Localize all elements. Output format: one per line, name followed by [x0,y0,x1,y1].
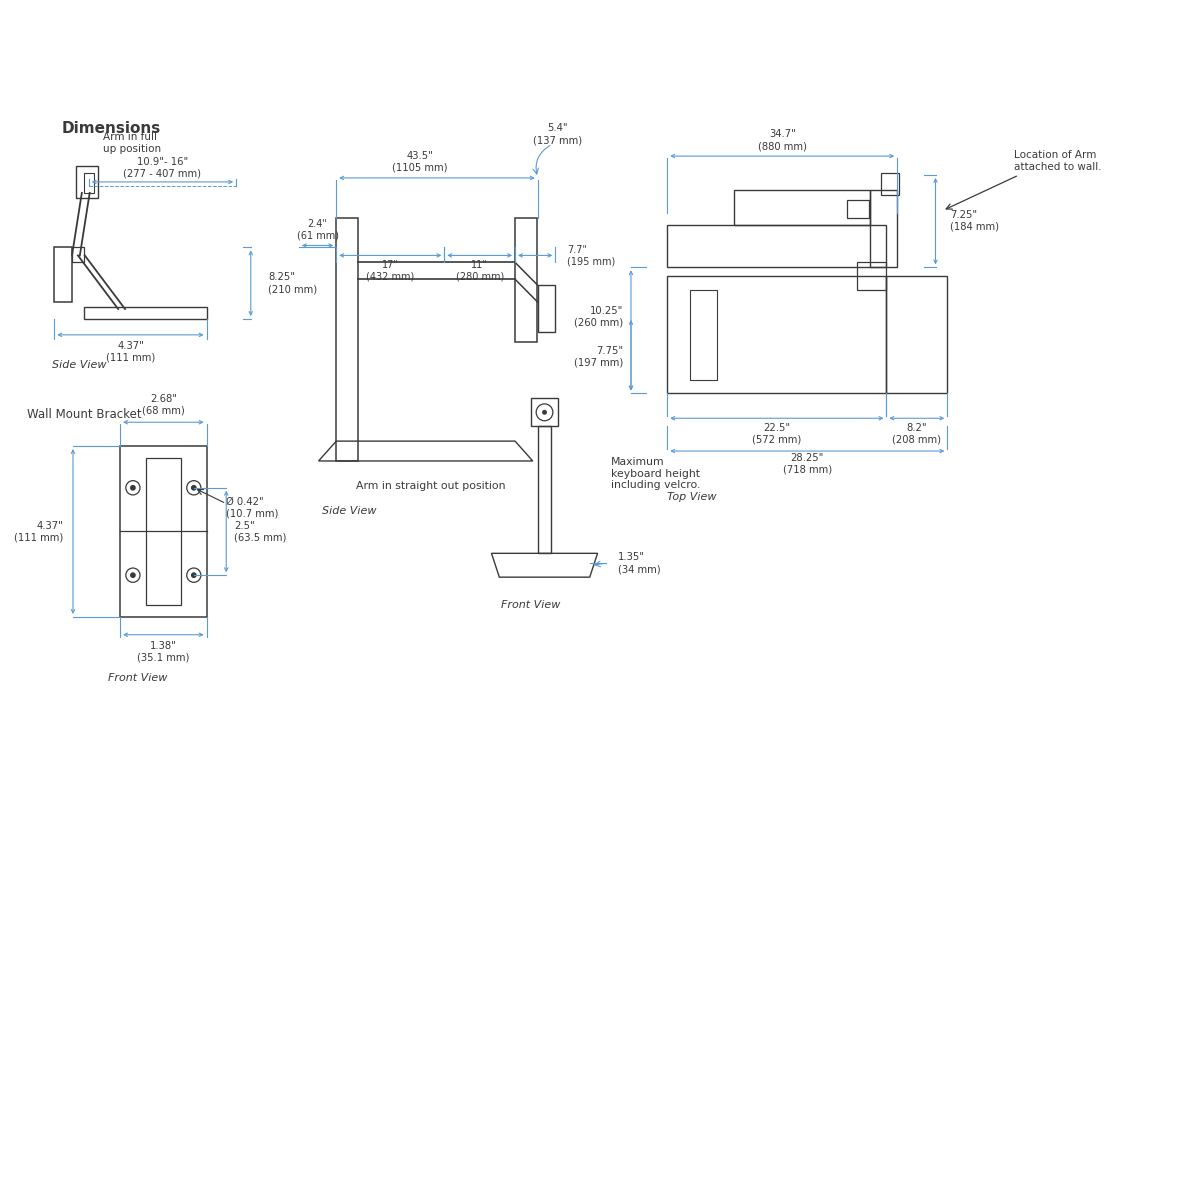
Bar [84,173,94,193]
Text: 22.5"
(572 mm): 22.5" (572 mm) [752,424,802,445]
Text: 8.25"
(210 mm): 8.25" (210 mm) [269,272,318,294]
Text: 2.68"
(68 mm): 2.68" (68 mm) [142,394,185,415]
Circle shape [192,486,196,490]
Circle shape [192,572,196,577]
Text: Side View: Side View [322,505,376,516]
Text: 11"
(280 mm): 11" (280 mm) [456,259,504,281]
Circle shape [542,410,547,415]
Bar [336,217,358,461]
Text: 7.75"
(197 mm): 7.75" (197 mm) [574,346,623,367]
Bar [538,426,551,553]
Text: Side View: Side View [53,360,107,370]
Text: 7.7"
(195 mm): 7.7" (195 mm) [568,245,616,266]
Text: Top View: Top View [667,492,716,502]
Text: 2.5"
(63.5 mm): 2.5" (63.5 mm) [234,521,287,542]
Text: Dimensions: Dimensions [61,121,161,136]
Bar [667,276,887,394]
Text: 1.38"
(35.1 mm): 1.38" (35.1 mm) [137,641,190,662]
Text: Front View: Front View [108,673,168,684]
Text: Front View: Front View [502,600,560,610]
Text: 17"
(432 mm): 17" (432 mm) [366,259,414,281]
Text: 5.4"
(137 mm): 5.4" (137 mm) [533,124,582,145]
Text: 43.5"
(1105 mm): 43.5" (1105 mm) [392,151,448,173]
Bar [870,190,898,268]
Bar [857,263,887,290]
Bar [882,173,899,194]
Bar [690,290,718,379]
Bar [734,190,870,224]
Bar [76,166,97,198]
Text: 7.25"
(184 mm): 7.25" (184 mm) [950,210,1000,232]
Circle shape [131,572,136,577]
Bar [145,458,181,605]
Text: Maximum
keyboard height
including velcro.: Maximum keyboard height including velcro… [611,457,701,491]
Text: 10.25"
(260 mm): 10.25" (260 mm) [574,306,623,328]
Bar [72,247,84,263]
Text: Arm in full
up position: Arm in full up position [103,132,162,154]
Bar [887,276,947,394]
Bar [54,247,72,302]
Text: Wall Mount Bracket: Wall Mount Bracket [26,408,142,421]
Text: 34.7"
(880 mm): 34.7" (880 mm) [758,130,806,151]
Bar [847,199,869,217]
Text: Location of Arm
attached to wall.: Location of Arm attached to wall. [1014,150,1102,172]
Bar [120,446,206,617]
Bar [530,398,558,426]
Circle shape [131,486,136,490]
Text: 8.2"
(208 mm): 8.2" (208 mm) [893,424,941,445]
Bar [84,307,206,319]
Text: 28.25"
(718 mm): 28.25" (718 mm) [782,454,832,475]
Text: 4.37"
(111 mm): 4.37" (111 mm) [107,341,156,362]
Text: 10.9"- 16"
(277 - 407 mm): 10.9"- 16" (277 - 407 mm) [124,157,202,179]
Text: 2.4"
(61 mm): 2.4" (61 mm) [296,218,338,240]
Text: Arm in straight out position: Arm in straight out position [356,481,505,491]
Bar [538,286,556,332]
Text: Ø 0.42"
(10.7 mm): Ø 0.42" (10.7 mm) [227,497,278,518]
Text: 1.35"
(34 mm): 1.35" (34 mm) [618,552,661,574]
Text: 4.37"
(111 mm): 4.37" (111 mm) [14,521,64,542]
Bar [515,217,536,342]
